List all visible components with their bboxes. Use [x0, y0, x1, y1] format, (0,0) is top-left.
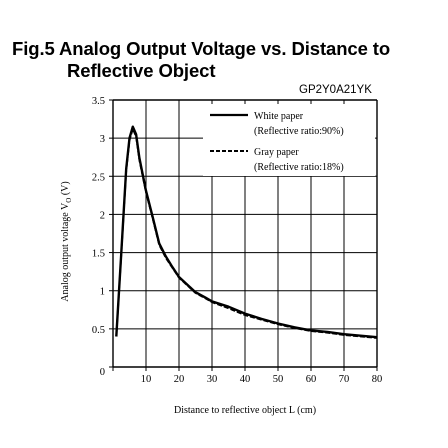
x-tick-label: 10: [141, 374, 152, 385]
y-tick-label: 0.5: [92, 325, 105, 336]
y-axis-label-unit: (V): [60, 181, 71, 197]
legend-detail-white-paper: (Reflective ratio:90%): [254, 126, 344, 137]
x-tick-label: 40: [240, 374, 251, 385]
x-tick-label: 80: [372, 374, 383, 385]
y-axis-label-main: Analog output voltage V: [60, 202, 71, 302]
legend-label-gray-paper: Gray paper: [254, 147, 299, 158]
x-tick-label: 30: [207, 374, 218, 385]
origin-tick-label: 0: [100, 367, 105, 378]
y-tick-label: 2.5: [92, 172, 105, 183]
figure-title-line-2: Reflective Object: [67, 60, 216, 81]
tick-label-layer: 10 20 30 40 50 60 70 80 0.5 1 1.5 2 2.5 3 3.5 0: [92, 96, 382, 385]
x-tick-label: 60: [306, 374, 317, 385]
legend: White paper (Reflective ratio:90%) Gray …: [203, 104, 375, 176]
x-tick-label: 70: [339, 374, 350, 385]
legend-detail-gray-paper: (Reflective ratio:18%): [254, 162, 344, 173]
figure-title-line-1: Fig.5 Analog Output Voltage vs. Distance…: [12, 38, 391, 59]
y-tick-label: 2: [100, 210, 105, 221]
y-tick-label: 3: [100, 134, 105, 145]
y-tick-label: 1: [100, 287, 105, 298]
y-axis-label: Analog output voltage VO (V): [60, 181, 73, 301]
figure-title: Fig.5 Analog Output Voltage vs. Distance…: [12, 38, 390, 82]
series-layer: [115, 125, 378, 339]
y-tick-label: 3.5: [92, 96, 105, 107]
y-axis-label-subscript: O: [65, 198, 73, 203]
x-tick-label: 20: [174, 374, 185, 385]
x-axis-label: Distance to reflective object L (cm): [174, 405, 316, 416]
series-line-gray-paper: [115, 128, 378, 339]
model-number: GP2Y0A21YK: [299, 84, 372, 96]
x-tick-label: 50: [273, 374, 284, 385]
legend-label-white-paper: White paper: [254, 111, 304, 122]
y-tick-label: 1.5: [92, 249, 105, 260]
